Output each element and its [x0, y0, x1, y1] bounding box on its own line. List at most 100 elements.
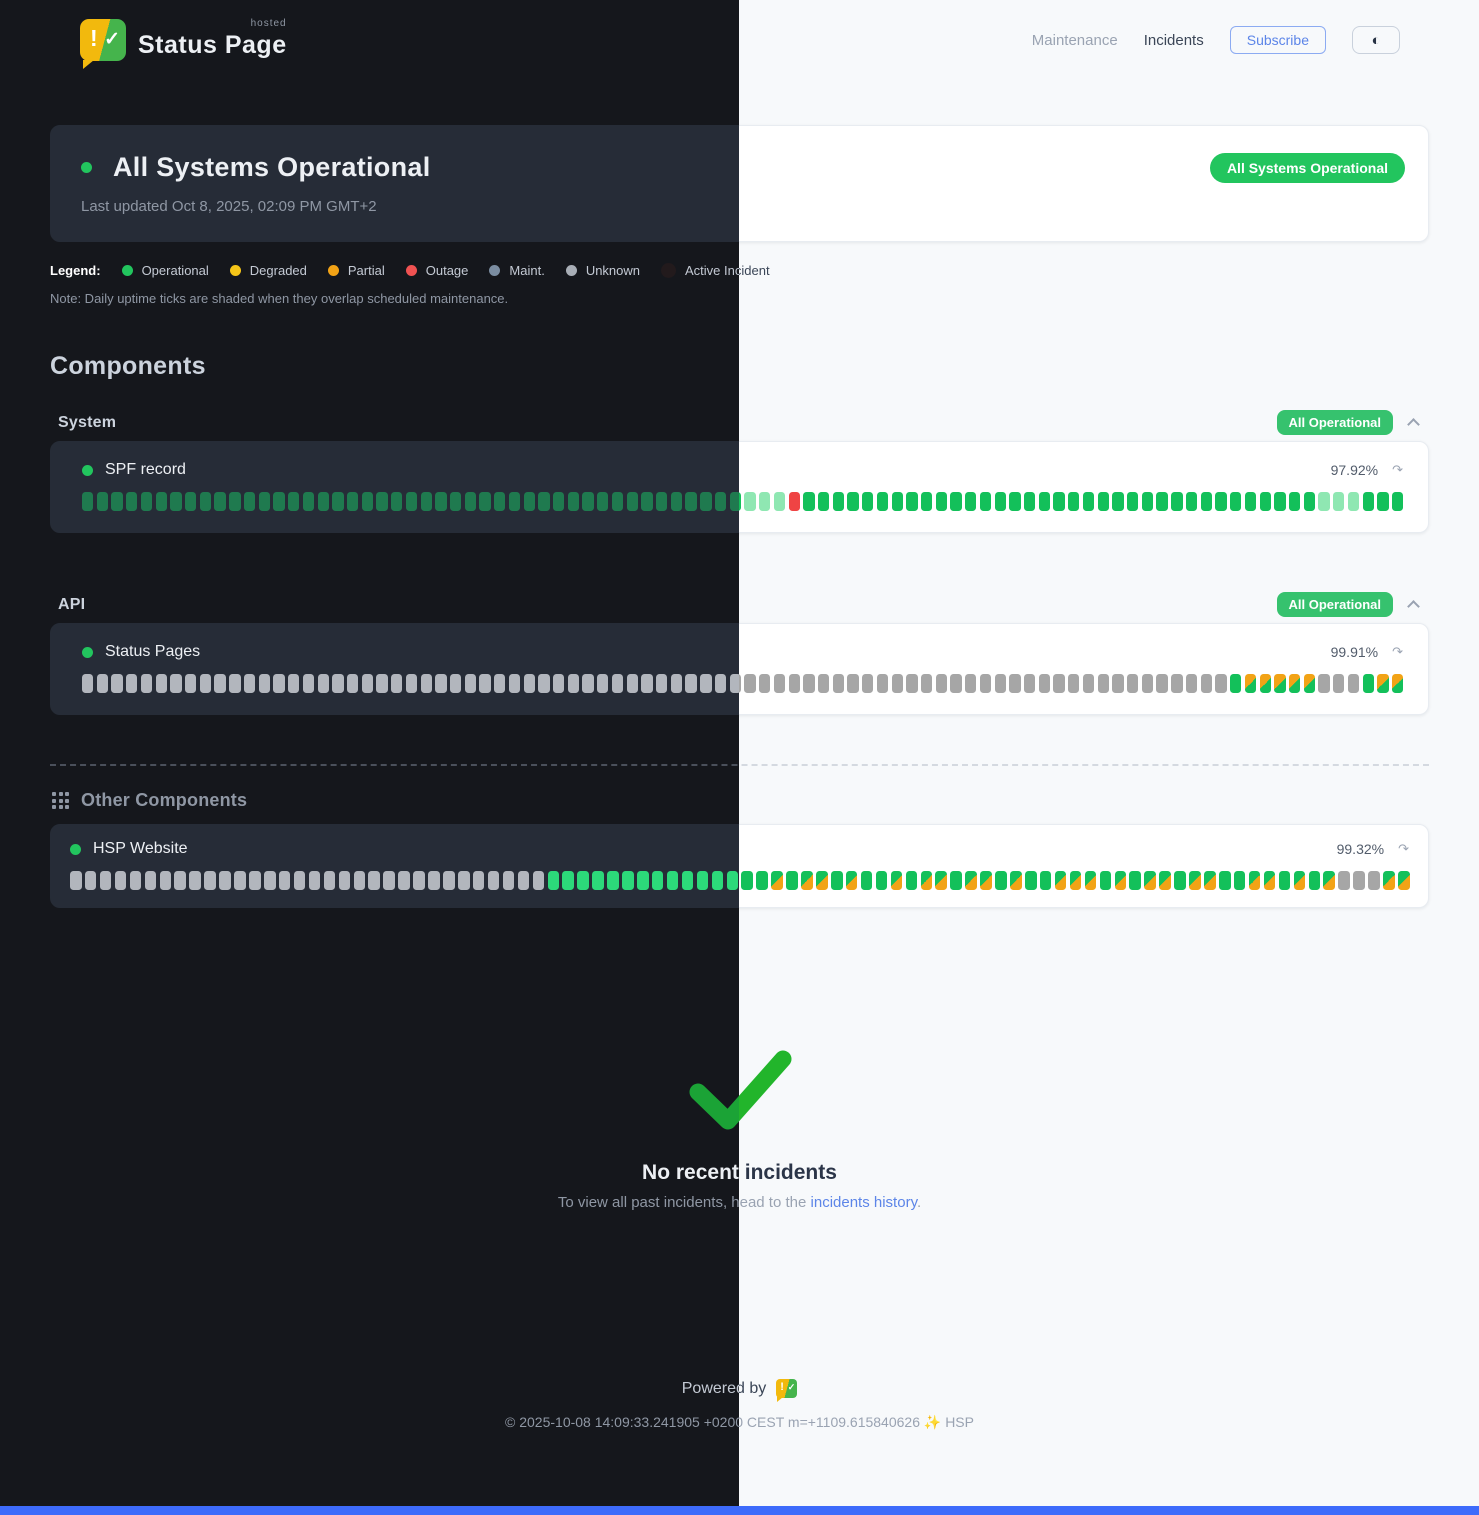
uptime-tick[interactable]: [428, 871, 440, 890]
uptime-tick[interactable]: [1215, 674, 1227, 693]
uptime-tick[interactable]: [1185, 492, 1198, 511]
uptime-tick[interactable]: [685, 674, 697, 693]
uptime-tick[interactable]: [383, 871, 395, 890]
uptime-tick[interactable]: [1112, 674, 1124, 693]
uptime-tick[interactable]: [234, 871, 246, 890]
uptime-tick[interactable]: [464, 674, 477, 693]
uptime-tick[interactable]: [862, 492, 874, 511]
uptime-tick[interactable]: [670, 492, 683, 511]
uptime-tick[interactable]: [920, 674, 933, 693]
uptime-tick[interactable]: [126, 674, 138, 693]
uptime-tick[interactable]: [1053, 492, 1065, 511]
uptime-tick[interactable]: [1274, 492, 1286, 511]
uptime-tick[interactable]: [479, 492, 491, 511]
nav-maintenance[interactable]: Maintenance: [1031, 31, 1118, 49]
uptime-tick[interactable]: [685, 492, 697, 511]
uptime-tick[interactable]: [170, 492, 182, 511]
uptime-tick[interactable]: [876, 674, 889, 693]
uptime-tick[interactable]: [413, 871, 425, 890]
uptime-tick[interactable]: [739, 674, 741, 693]
uptime-tick[interactable]: [950, 674, 962, 693]
uptime-tick[interactable]: [82, 492, 94, 511]
uptime-tick[interactable]: [1218, 871, 1231, 890]
uptime-tick[interactable]: [185, 492, 197, 511]
uptime-tick[interactable]: [847, 674, 859, 693]
uptime-tick[interactable]: [368, 871, 380, 890]
uptime-tick[interactable]: [204, 871, 216, 890]
collapse-group-button[interactable]: [1405, 415, 1425, 431]
uptime-tick[interactable]: [1053, 674, 1065, 693]
uptime-tick[interactable]: [1288, 674, 1301, 693]
uptime-tick[interactable]: [111, 674, 123, 693]
uptime-tick[interactable]: [1368, 871, 1380, 890]
brand-logo[interactable]: ! ✓ Status Page hosted: [80, 18, 287, 69]
uptime-tick[interactable]: [1244, 492, 1257, 511]
uptime-tick[interactable]: [1362, 674, 1374, 693]
uptime-tick[interactable]: [890, 871, 903, 890]
uptime-tick[interactable]: [229, 492, 241, 511]
uptime-tick[interactable]: [803, 492, 815, 511]
uptime-tick[interactable]: [729, 492, 741, 511]
uptime-tick[interactable]: [739, 492, 741, 511]
uptime-tick[interactable]: [170, 674, 182, 693]
uptime-tick[interactable]: [994, 492, 1006, 511]
uptime-tick[interactable]: [773, 492, 786, 511]
uptime-tick[interactable]: [1244, 674, 1257, 693]
uptime-tick[interactable]: [332, 674, 344, 693]
uptime-tick[interactable]: [714, 492, 727, 511]
uptime-tick[interactable]: [185, 674, 197, 693]
uptime-tick[interactable]: [801, 871, 813, 890]
uptime-tick[interactable]: [1141, 492, 1154, 511]
uptime-tick[interactable]: [1024, 674, 1036, 693]
uptime-tick[interactable]: [523, 674, 535, 693]
uptime-tick[interactable]: [935, 871, 947, 890]
uptime-tick[interactable]: [1333, 674, 1345, 693]
uptime-tick[interactable]: [398, 871, 410, 890]
uptime-tick[interactable]: [862, 674, 874, 693]
uptime-tick[interactable]: [317, 674, 329, 693]
uptime-tick[interactable]: [1391, 492, 1404, 511]
uptime-tick[interactable]: [979, 674, 992, 693]
uptime-tick[interactable]: [346, 492, 359, 511]
uptime-tick[interactable]: [950, 492, 962, 511]
uptime-tick[interactable]: [817, 492, 830, 511]
uptime-tick[interactable]: [302, 674, 315, 693]
uptime-tick[interactable]: [1084, 871, 1097, 890]
uptime-tick[interactable]: [302, 492, 315, 511]
uptime-tick[interactable]: [803, 674, 815, 693]
uptime-tick[interactable]: [199, 492, 212, 511]
uptime-tick[interactable]: [1068, 674, 1080, 693]
uptime-tick[interactable]: [920, 871, 933, 890]
uptime-tick[interactable]: [920, 492, 933, 511]
refresh-icon[interactable]: ↷: [1392, 462, 1403, 477]
uptime-tick[interactable]: [1377, 674, 1389, 693]
refresh-icon[interactable]: ↷: [1398, 841, 1409, 856]
uptime-tick[interactable]: [219, 871, 231, 890]
uptime-tick[interactable]: [293, 871, 306, 890]
uptime-tick[interactable]: [995, 871, 1007, 890]
uptime-tick[interactable]: [1009, 674, 1021, 693]
uptime-tick[interactable]: [831, 871, 843, 890]
uptime-tick[interactable]: [111, 492, 123, 511]
uptime-tick[interactable]: [656, 674, 668, 693]
uptime-tick[interactable]: [832, 674, 844, 693]
uptime-tick[interactable]: [1127, 492, 1139, 511]
uptime-tick[interactable]: [891, 492, 903, 511]
uptime-tick[interactable]: [1189, 871, 1201, 890]
uptime-tick[interactable]: [199, 674, 212, 693]
uptime-tick[interactable]: [1391, 674, 1404, 693]
uptime-tick[interactable]: [562, 871, 574, 890]
uptime-tick[interactable]: [547, 871, 560, 890]
uptime-tick[interactable]: [980, 871, 992, 890]
uptime-tick[interactable]: [140, 492, 153, 511]
uptime-tick[interactable]: [832, 492, 844, 511]
uptime-tick[interactable]: [979, 492, 992, 511]
uptime-tick[interactable]: [323, 871, 336, 890]
uptime-tick[interactable]: [1333, 492, 1345, 511]
uptime-tick[interactable]: [189, 871, 201, 890]
uptime-tick[interactable]: [611, 492, 624, 511]
uptime-tick[interactable]: [159, 871, 172, 890]
uptime-tick[interactable]: [759, 492, 771, 511]
uptime-tick[interactable]: [1200, 674, 1212, 693]
uptime-tick[interactable]: [1069, 871, 1082, 890]
